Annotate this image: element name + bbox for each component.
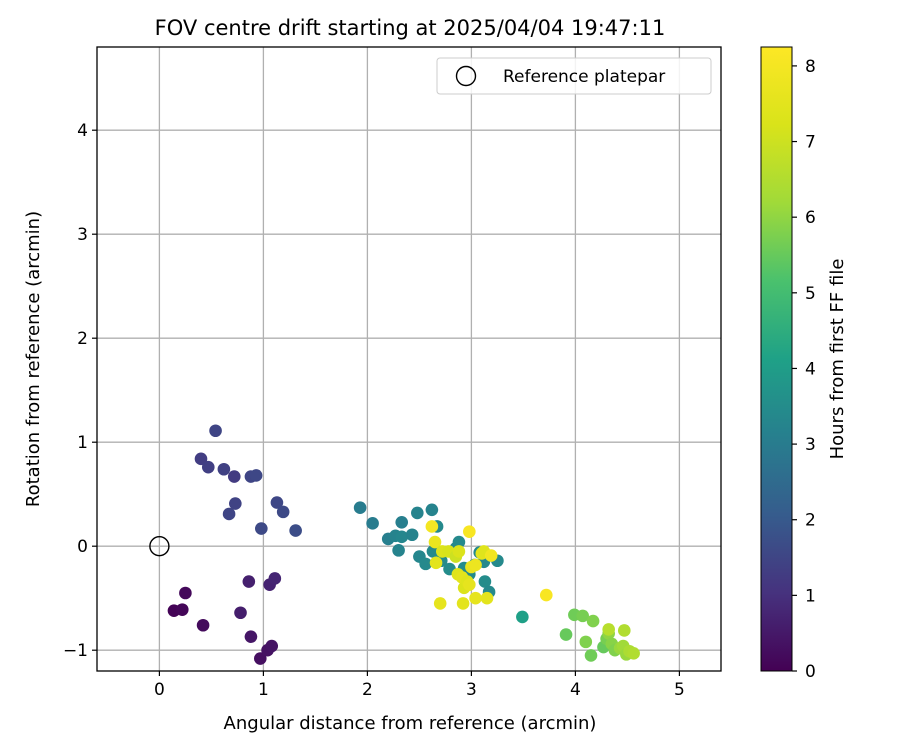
data-point	[270, 496, 284, 509]
data-point	[244, 630, 258, 643]
chart-title: FOV centre drift starting at 2025/04/04 …	[155, 16, 666, 40]
data-point	[227, 470, 241, 483]
data-point	[201, 460, 215, 474]
y-tick-label: −1	[63, 641, 88, 661]
data-point	[516, 610, 529, 624]
data-point	[265, 639, 279, 653]
data-point	[463, 525, 476, 538]
data-point	[249, 469, 263, 482]
colorbar-tick-label: 5	[805, 284, 816, 304]
data-point	[425, 520, 439, 533]
x-tick-label: 4	[570, 680, 581, 700]
data-point	[480, 591, 494, 605]
colorbar-tick-label: 3	[805, 435, 816, 455]
data-point	[194, 452, 208, 466]
colorbar-tick-label: 4	[805, 359, 816, 379]
legend: Reference platepar	[436, 57, 712, 95]
data-point	[253, 652, 267, 665]
data-point	[478, 575, 492, 588]
data-point	[426, 545, 440, 558]
x-tick-label: 2	[362, 680, 373, 700]
plot-frame	[96, 46, 722, 672]
colorbar-tick-label: 2	[805, 511, 816, 531]
legend-box	[436, 57, 712, 95]
data-point	[576, 609, 589, 623]
data-point	[586, 614, 600, 628]
colorbar-tick-label: 0	[805, 662, 816, 682]
colorbar-tick-label: 8	[805, 57, 816, 77]
y-tick-label: 4	[77, 121, 88, 141]
colorbar-label: Hours from first FF file	[827, 259, 848, 460]
reference-platepar-marker	[149, 536, 170, 557]
x-tick-label: 3	[466, 680, 477, 700]
data-point	[579, 635, 593, 649]
plot-area	[97, 47, 721, 671]
colorbar	[760, 46, 793, 672]
data-point	[411, 506, 424, 520]
data-point	[469, 558, 482, 572]
data-point	[452, 535, 466, 549]
data-point	[234, 606, 247, 620]
data-point	[175, 603, 189, 616]
grid-lines	[97, 47, 721, 671]
data-point	[463, 578, 476, 591]
data-point	[242, 575, 256, 588]
data-point	[539, 588, 553, 602]
y-tick-label: 2	[77, 329, 88, 349]
data-point	[469, 591, 482, 605]
data-point	[209, 424, 222, 438]
data-point	[217, 462, 231, 476]
colorbar-tick-label: 7	[805, 133, 816, 153]
legend-reference-marker	[455, 65, 477, 87]
data-point	[222, 507, 236, 521]
x-tick-label: 5	[674, 680, 685, 700]
data-point	[419, 557, 432, 571]
data-point	[559, 628, 573, 641]
data-point	[366, 517, 379, 530]
x-axis-label: Angular distance from reference (arcmin)	[224, 713, 597, 734]
y-axis-label: Rotation from reference (arcmin)	[23, 211, 44, 507]
data-point	[425, 503, 439, 517]
colorbar-ticks: 0 1 2 3 4 5 6 7 8	[792, 57, 816, 682]
data-point	[255, 522, 268, 535]
data-point	[392, 544, 405, 557]
data-points	[167, 424, 640, 665]
data-point	[617, 624, 631, 637]
y-tick-label: 0	[77, 537, 88, 557]
data-point	[429, 556, 443, 570]
x-tick-label: 1	[258, 680, 269, 700]
data-point	[268, 572, 282, 585]
data-point	[428, 535, 442, 549]
colorbar-tick-label: 6	[805, 208, 816, 228]
data-point	[456, 597, 470, 610]
data-point	[484, 549, 498, 562]
reference-marker-group	[149, 536, 170, 557]
data-point	[433, 597, 447, 610]
data-point	[584, 649, 598, 662]
data-point	[229, 497, 242, 510]
legend-label-reference: Reference platepar	[503, 67, 665, 87]
data-point	[289, 524, 302, 537]
data-point	[353, 501, 367, 515]
data-point	[627, 647, 640, 660]
x-tick-label: 0	[154, 680, 165, 700]
y-tick-label: 3	[77, 225, 88, 245]
data-point	[276, 505, 290, 519]
axis-ticks: 0 1 2 3 4 5 −1 0 1 2 3 4	[63, 121, 685, 700]
y-tick-label: 1	[77, 433, 88, 453]
data-point	[452, 545, 466, 558]
data-point	[196, 618, 210, 632]
data-point	[405, 528, 419, 542]
data-point	[395, 530, 409, 544]
data-point	[602, 623, 615, 636]
colorbar-tick-label: 1	[805, 586, 816, 606]
data-point	[179, 586, 192, 600]
data-point	[395, 515, 409, 529]
